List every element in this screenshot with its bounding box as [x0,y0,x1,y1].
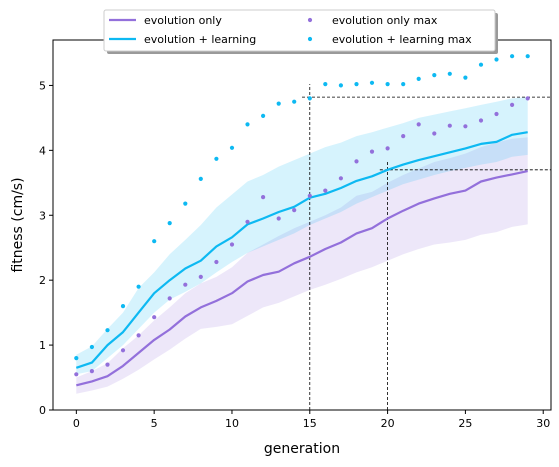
legend-box [103,9,496,52]
point-series-2-25 [463,124,468,129]
point-series-3-20 [385,82,390,87]
y-tick-label: 3 [39,209,46,222]
legend-label-evolution-only: evolution only [144,14,222,27]
point-series-2-28 [509,102,515,107]
point-series-2-14 [292,208,297,213]
point-series-2-13 [276,216,281,221]
point-series-2-16 [323,188,328,193]
legend-swatch-evolution-learning-max [307,36,313,42]
point-series-3-23 [432,73,437,78]
point-series-3-8 [198,176,203,181]
point-series-2-11 [245,219,250,224]
line-series-0 [76,170,528,387]
point-series-3-6 [167,221,172,226]
legend-swatch-evolution-only-max [307,17,313,23]
point-series-2-15 [307,193,312,198]
point-series-3-16 [323,82,328,87]
point-series-3-4 [136,284,141,289]
point-series-3-9 [214,156,219,161]
legend-label-evolution-learning: evolution + learning [144,33,256,46]
x-tick-label: 0 [73,417,80,430]
band-series-0 [76,137,528,394]
legend-label-evolution-only-max: evolution only max [332,14,438,27]
reference-lines [302,84,551,410]
point-series-3-12 [261,113,266,118]
point-series-2-27 [494,111,499,117]
point-series-2-22 [416,122,421,127]
point-series-3-29 [525,54,530,59]
point-series-3-7 [183,201,188,206]
point-series-2-3 [120,348,126,353]
point-series-3-11 [245,122,250,127]
series-lines [75,131,528,387]
y-tick-label: 2 [39,274,46,287]
point-series-2-20 [385,146,390,151]
x-tick-label: 5 [151,417,158,430]
point-series-2-29 [525,96,530,101]
point-series-3-1 [89,344,94,350]
legend: evolution only evolution + learning evol… [103,9,498,54]
x-tick-label: 30 [536,417,550,430]
point-series-3-2 [105,328,110,333]
point-series-3-25 [463,75,468,80]
x-axis-ticks: 0 5 10 15 20 25 30 [73,410,550,430]
point-series-3-28 [509,54,515,59]
point-series-2-24 [447,123,452,128]
x-tick-label: 15 [303,417,317,430]
point-series-3-3 [120,304,126,309]
y-axis-ticks: 0 1 2 3 4 5 [39,79,53,417]
point-series-2-26 [478,118,484,123]
point-series-3-0 [74,356,79,361]
point-series-2-23 [432,131,437,136]
point-series-2-6 [167,296,172,301]
point-series-2-7 [183,282,188,287]
point-series-3-18 [354,82,359,87]
y-tick-label: 4 [39,144,46,157]
point-series-3-5 [152,239,157,244]
point-series-2-5 [152,315,157,320]
scatter-points [74,54,530,377]
point-series-3-14 [292,99,297,104]
point-series-2-4 [136,333,141,338]
point-series-2-21 [401,134,406,139]
y-tick-label: 1 [39,339,46,352]
point-series-2-9 [214,259,219,265]
point-series-3-17 [338,83,343,88]
x-tick-label: 25 [458,417,472,430]
point-series-2-2 [105,362,110,367]
line-series-1 [75,131,528,369]
point-series-2-17 [338,176,343,181]
y-tick-label: 0 [39,404,46,417]
point-series-3-13 [276,101,281,106]
band-series-1 [76,97,528,375]
point-series-3-15 [307,96,312,101]
point-series-2-18 [354,159,359,164]
y-axis-label: fitness (cm/s) [10,177,26,272]
point-series-3-26 [478,62,484,67]
point-series-2-0 [74,372,79,377]
point-series-3-19 [369,80,375,85]
point-series-3-21 [401,82,406,87]
point-series-3-24 [447,71,452,76]
point-series-3-27 [494,57,499,62]
legend-label-evolution-learning-max: evolution + learning max [332,33,472,46]
point-series-3-22 [416,76,421,81]
point-series-3-10 [229,145,235,150]
point-series-2-19 [369,149,375,154]
point-series-2-12 [261,195,266,200]
x-axis-label: generation [264,441,340,457]
point-series-2-8 [198,274,203,279]
point-series-2-1 [89,369,94,374]
point-series-2-10 [229,242,235,247]
confidence-bands [76,97,528,394]
x-tick-label: 20 [381,417,395,430]
y-tick-label: 5 [39,79,46,92]
x-tick-label: 10 [225,417,239,430]
